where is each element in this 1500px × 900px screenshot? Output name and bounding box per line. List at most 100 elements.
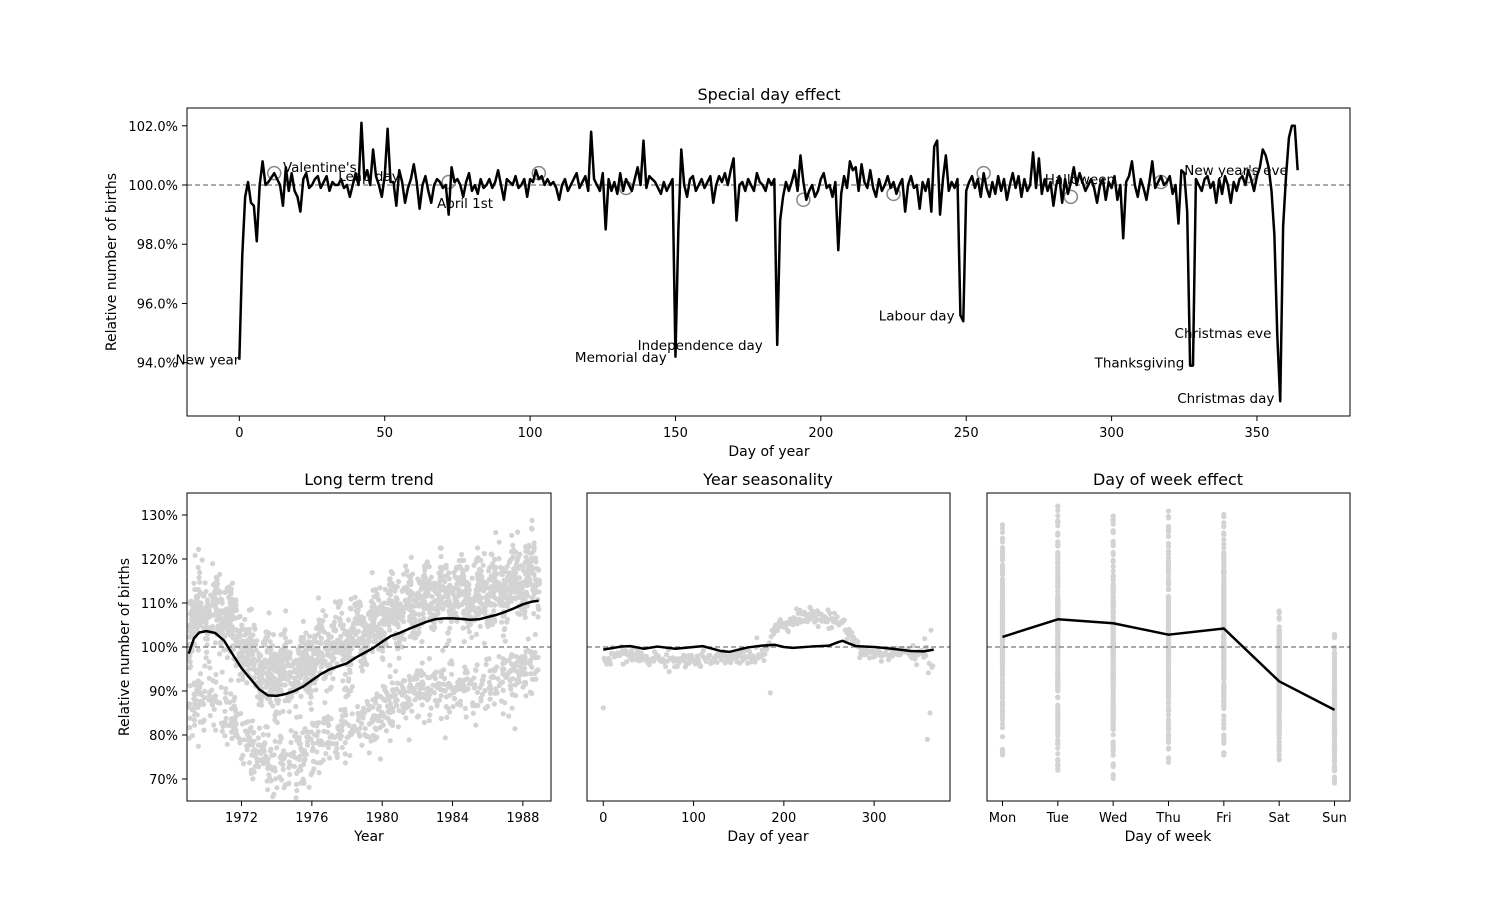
scatter-point bbox=[496, 539, 502, 545]
scatter-point bbox=[399, 606, 405, 612]
scatter-point bbox=[219, 597, 225, 603]
scatter-point bbox=[322, 645, 328, 651]
scatter-point bbox=[255, 658, 261, 664]
scatter-point bbox=[428, 574, 434, 580]
scatter-point bbox=[452, 596, 458, 602]
scatter-point bbox=[247, 661, 253, 667]
scatter-point bbox=[399, 644, 405, 650]
scatter-point bbox=[325, 729, 331, 735]
scatter-point bbox=[238, 653, 244, 659]
scatter-point bbox=[450, 590, 456, 596]
scatter-point bbox=[187, 628, 193, 634]
scatter-point bbox=[274, 719, 280, 726]
scatter-point bbox=[439, 595, 445, 601]
scatter-point bbox=[277, 733, 283, 739]
scatter-point bbox=[420, 611, 426, 617]
scatter-point bbox=[301, 662, 307, 668]
scatter-point bbox=[445, 630, 451, 636]
scatter-point bbox=[509, 652, 515, 658]
scatter-point bbox=[438, 693, 444, 699]
x-tick-label: 250 bbox=[954, 426, 979, 441]
scatter-point bbox=[383, 728, 389, 734]
scatter-point bbox=[428, 705, 434, 711]
scatter-point bbox=[930, 663, 936, 669]
scatter-point bbox=[227, 699, 233, 705]
scatter-point bbox=[999, 651, 1006, 657]
scatter-point bbox=[228, 631, 234, 638]
scatter-point bbox=[190, 603, 196, 609]
scatter-point bbox=[385, 606, 391, 613]
scatter-point bbox=[914, 662, 920, 668]
scatter-point bbox=[398, 681, 404, 687]
scatter-point bbox=[224, 741, 230, 747]
scatter-point bbox=[339, 648, 345, 654]
scatter-point bbox=[1165, 679, 1172, 686]
scatter-point bbox=[419, 679, 425, 685]
scatter-point bbox=[251, 656, 257, 662]
scatter-point bbox=[265, 756, 271, 762]
y-tick-label: 70% bbox=[149, 773, 178, 788]
scatter-point bbox=[239, 622, 245, 628]
scatter-point bbox=[284, 752, 290, 758]
scatter-point bbox=[357, 725, 363, 731]
scatter-point bbox=[401, 618, 407, 625]
scatter-point bbox=[999, 529, 1006, 536]
scatter-point bbox=[253, 647, 259, 653]
scatter-point bbox=[342, 740, 348, 746]
scatter-point bbox=[1331, 756, 1338, 762]
scatter-point bbox=[462, 705, 468, 711]
scatter-point bbox=[1165, 755, 1172, 761]
scatter-point bbox=[241, 761, 247, 767]
scatter-point bbox=[477, 623, 483, 630]
scatter-point bbox=[444, 642, 450, 648]
scatter-point bbox=[1055, 741, 1061, 747]
scatter-point bbox=[999, 581, 1006, 587]
scatter-point bbox=[362, 725, 368, 732]
scatter-point bbox=[189, 621, 195, 628]
scatter-point bbox=[192, 722, 198, 728]
scatter-point bbox=[372, 713, 379, 719]
scatter-point bbox=[355, 613, 361, 620]
scatter-point bbox=[474, 557, 480, 564]
y-tick-label: 90% bbox=[149, 685, 178, 700]
scatter-point bbox=[442, 688, 448, 694]
scatter-point bbox=[1110, 685, 1116, 691]
scatter-point bbox=[197, 671, 204, 677]
scatter-point bbox=[224, 655, 230, 661]
scatter-point bbox=[529, 557, 535, 564]
scatter-point bbox=[1331, 655, 1338, 661]
scatter-point bbox=[448, 658, 454, 664]
scatter-point bbox=[476, 570, 482, 577]
scatter-point bbox=[246, 760, 253, 766]
y-tick-label: 98.0% bbox=[137, 238, 178, 253]
scatter-point bbox=[999, 667, 1006, 674]
scatter-point bbox=[506, 658, 512, 664]
scatter-point bbox=[502, 625, 508, 632]
scatter-point bbox=[1165, 612, 1172, 619]
scatter-point bbox=[256, 702, 262, 708]
scatter-point bbox=[624, 659, 630, 665]
scatter-point bbox=[377, 756, 383, 762]
scatter-point bbox=[1110, 625, 1116, 631]
scatter-point bbox=[435, 581, 441, 587]
scatter-point bbox=[999, 725, 1006, 731]
scatter-point bbox=[235, 633, 241, 640]
scatter-point bbox=[473, 722, 479, 728]
scatter-point bbox=[999, 663, 1006, 669]
scatter-point bbox=[387, 576, 393, 582]
scatter-point bbox=[297, 753, 303, 759]
scatter-point bbox=[310, 758, 316, 765]
scatter-point bbox=[346, 676, 352, 682]
scatter-point bbox=[1276, 648, 1282, 654]
scatter-point bbox=[352, 594, 358, 600]
annotation-label: Labour day bbox=[879, 308, 955, 324]
scatter-point bbox=[1165, 746, 1172, 752]
scatter-point bbox=[256, 652, 262, 659]
x-tick-label: 1972 bbox=[225, 811, 258, 826]
y-tick-label: 120% bbox=[141, 553, 178, 568]
scatter-point bbox=[376, 628, 382, 635]
scatter-point bbox=[266, 695, 273, 701]
scatter-point bbox=[271, 662, 277, 668]
scatter-point bbox=[436, 603, 442, 609]
